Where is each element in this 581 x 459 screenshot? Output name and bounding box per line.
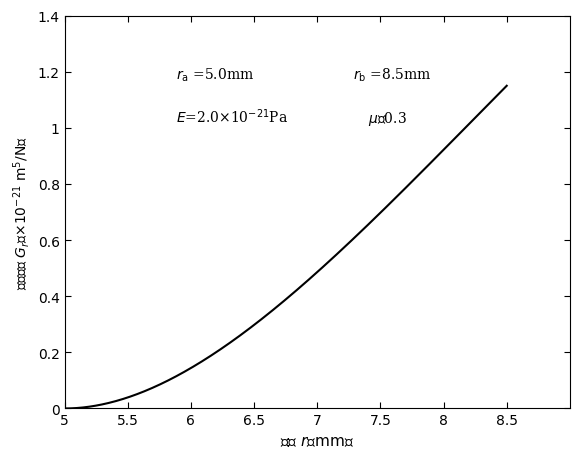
- X-axis label: 半径 $r$（mm）: 半径 $r$（mm）: [280, 433, 354, 448]
- Text: $r_{\mathrm{b}}$ =8.5mm: $r_{\mathrm{b}}$ =8.5mm: [353, 66, 431, 84]
- Y-axis label: 变形系数 $G_r$（×10$^{-21}$ m$^5$/N）: 变形系数 $G_r$（×10$^{-21}$ m$^5$/N）: [11, 136, 32, 289]
- Text: $\mu$＝0.3: $\mu$＝0.3: [368, 109, 407, 128]
- Text: $r_{\mathrm{a}}$ =5.0mm: $r_{\mathrm{a}}$ =5.0mm: [175, 66, 254, 84]
- Text: $E$=2.0×10$^{-21}$Pa: $E$=2.0×10$^{-21}$Pa: [175, 107, 288, 125]
